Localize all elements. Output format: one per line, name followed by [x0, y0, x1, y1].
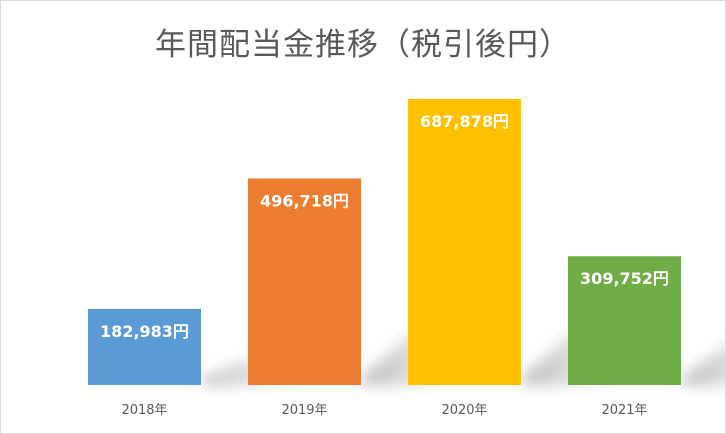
- bar-shadow-4: [681, 346, 725, 385]
- bar-2020年: [408, 99, 521, 385]
- data-label-2018年: 182,983円: [100, 322, 189, 341]
- bar-2019年: [248, 178, 361, 385]
- data-label-2020年: 687,878円: [420, 112, 509, 131]
- x-tick-2018年: 2018年: [121, 403, 167, 418]
- bars: [88, 99, 681, 385]
- bar-2018年: [88, 308, 201, 385]
- data-label-2019年: 496,718円: [260, 191, 349, 210]
- x-tick-2020年: 2020年: [441, 403, 487, 418]
- bar-2021年: [568, 256, 681, 385]
- x-axis-ticks: 2018年 2019年 2020年 2021年: [121, 403, 647, 418]
- data-labels: 182,983円 496,718円 687,878円 309,752円: [100, 112, 669, 341]
- chart-title: 年間配当金推移（税引後円）: [155, 27, 571, 63]
- x-tick-2019年: 2019年: [281, 403, 327, 418]
- data-label-2021年: 309,752円: [580, 269, 669, 288]
- x-tick-2021年: 2021年: [601, 403, 647, 418]
